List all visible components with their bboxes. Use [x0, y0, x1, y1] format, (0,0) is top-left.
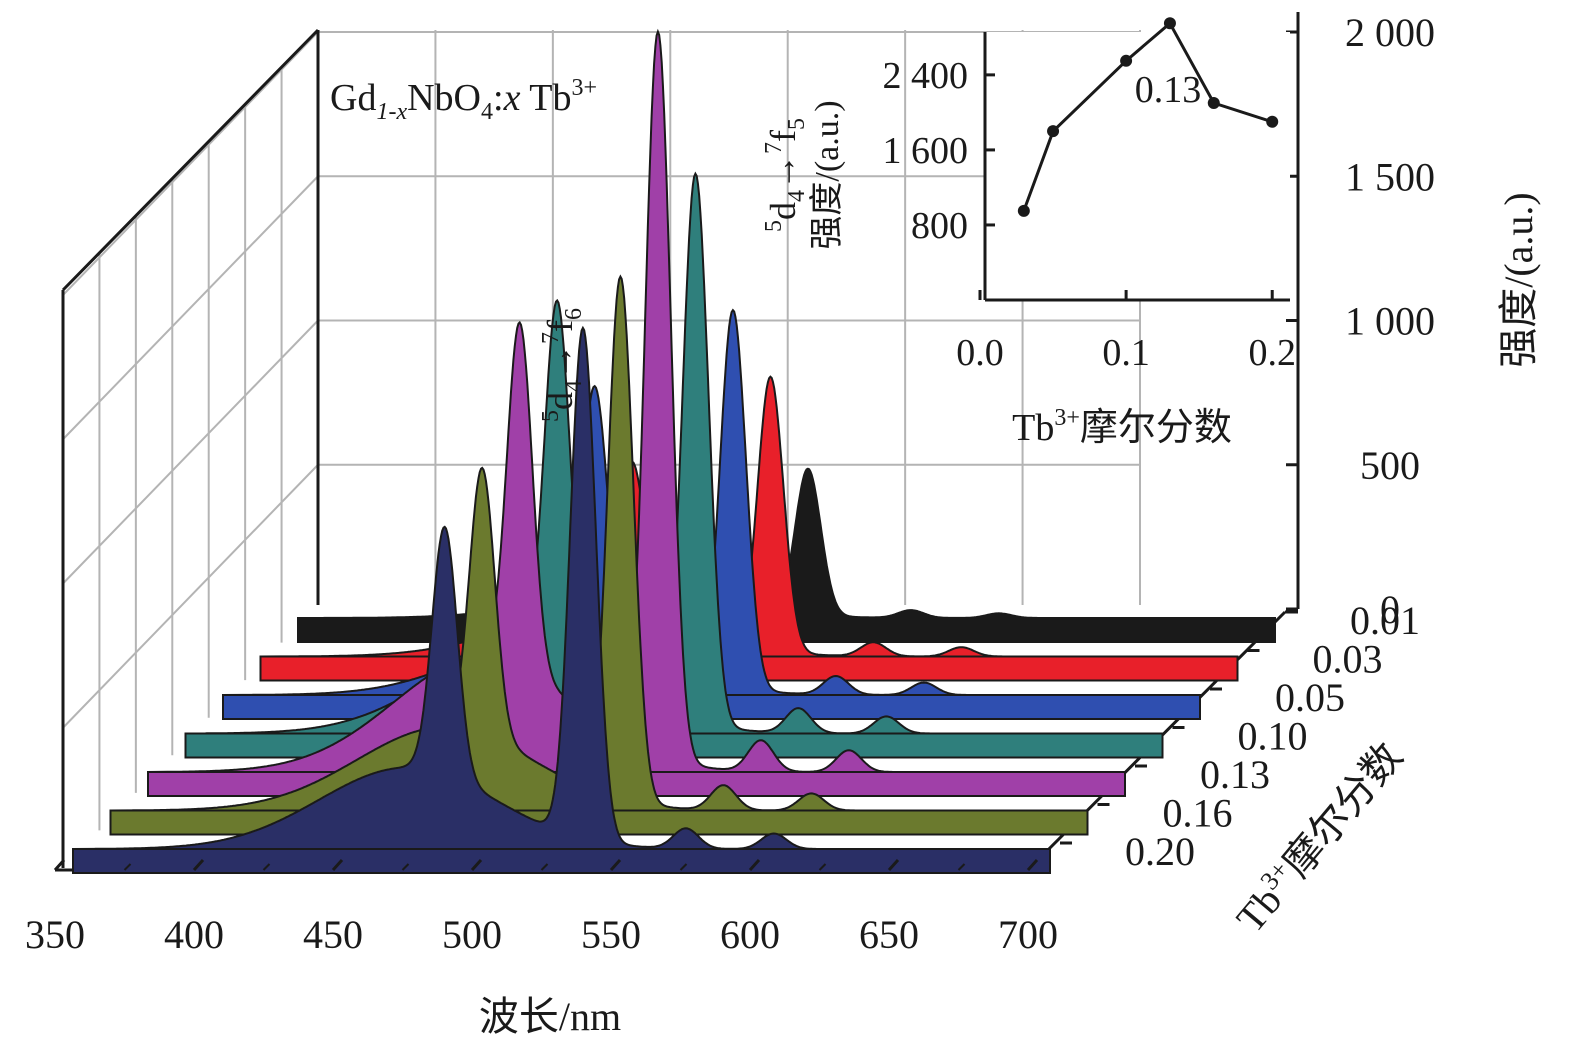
inset-y-tick-label: 800 — [911, 205, 968, 247]
x-tick — [192, 858, 205, 872]
x-minor-tick — [540, 863, 549, 871]
inset-point — [1047, 125, 1060, 138]
inset-peak-annotation: 0.13 — [1135, 69, 1202, 111]
x-minor-tick — [957, 863, 966, 871]
x-tick — [53, 858, 66, 872]
y-tick-label: 1 500 — [1345, 154, 1435, 199]
grid-line-wall — [62, 464, 319, 729]
inset-y-tick-label: 1 600 — [883, 130, 969, 172]
inset-x-tick-label: 0.2 — [1248, 332, 1296, 374]
y-tick-label: 500 — [1360, 443, 1420, 488]
depth-tick-label: 0.13 — [1200, 752, 1270, 797]
inset-line — [1022, 20, 1273, 212]
y-tick-label: 2 000 — [1345, 10, 1435, 55]
x-minor-tick — [123, 863, 132, 871]
sample-label: Gd1-xNbO4:x Tb3+ — [330, 75, 597, 125]
x-minor-tick — [262, 863, 271, 871]
x-tick-label: 600 — [720, 912, 780, 957]
series-curve — [72, 325, 1050, 850]
inset-x-tick-label: 0.1 — [1102, 332, 1150, 374]
x-minor-tick — [679, 863, 688, 871]
x-tick-label: 550 — [581, 912, 641, 957]
inset-point — [1017, 204, 1030, 217]
y-axis-title: 强度/(a.u.) — [1496, 192, 1541, 368]
inset-point — [1207, 97, 1220, 110]
x-axis-title: 波长/nm — [479, 994, 621, 1039]
x-tick — [887, 858, 900, 872]
inset-chart: 0.0 0.1 0.2 800 1 600 2 400 — [883, 17, 1296, 374]
transition-label-f5: 5d4→7f5 — [761, 118, 810, 232]
series-baseline — [72, 848, 1051, 874]
series-ribbon — [72, 325, 1051, 874]
grid-line-wall — [62, 319, 319, 585]
inset-point — [1266, 115, 1279, 128]
x-tick — [331, 858, 344, 872]
inset-point — [1163, 17, 1176, 30]
inset-x-title: Tb3+摩尔分数 — [1012, 405, 1232, 449]
x-minor-tick — [818, 863, 827, 871]
x-tick — [748, 858, 761, 872]
depth-tick-label: 0.05 — [1275, 675, 1345, 720]
axis-ticks: 350 400 450 500 550 600 650 700 0 500 1 000 1 500 2 … — [25, 10, 1435, 957]
inset-point — [1120, 54, 1133, 67]
x-tick — [609, 858, 622, 872]
inset-y-tick-label: 2 400 — [883, 55, 969, 97]
inset-x-tick-label: 0.0 — [956, 332, 1004, 374]
inset-background — [985, 32, 1290, 300]
depth-tick-label: 0.20 — [1125, 829, 1195, 874]
depth-tick-label: 0.01 — [1350, 598, 1420, 643]
transition-label-f6: 5d4→7f6 — [538, 308, 587, 422]
depth-tick-label: 0.03 — [1313, 637, 1383, 682]
y-tick-label: 1 000 — [1345, 299, 1435, 344]
grid-line-wall — [62, 175, 319, 440]
x-tick-label: 450 — [303, 912, 363, 957]
top-left-edge — [61, 28, 320, 292]
x-minor-tick — [401, 863, 410, 871]
x-tick-label: 350 — [25, 912, 85, 957]
depth-tick-label: 0.16 — [1163, 791, 1233, 836]
x-tick-label: 500 — [442, 912, 502, 957]
x-tick-label: 650 — [859, 912, 919, 957]
x-tick — [1026, 858, 1039, 872]
depth-tick-label: 0.10 — [1238, 714, 1308, 759]
x-tick — [470, 858, 483, 872]
grid-line-wall — [62, 31, 319, 296]
y-tick-label: 0 — [1380, 587, 1400, 632]
x-tick-label: 400 — [164, 912, 224, 957]
inset-y-title: 强度/(a.u.) — [808, 100, 846, 249]
spectra-ribbons — [72, 28, 1276, 874]
x-tick-label: 700 — [998, 912, 1058, 957]
